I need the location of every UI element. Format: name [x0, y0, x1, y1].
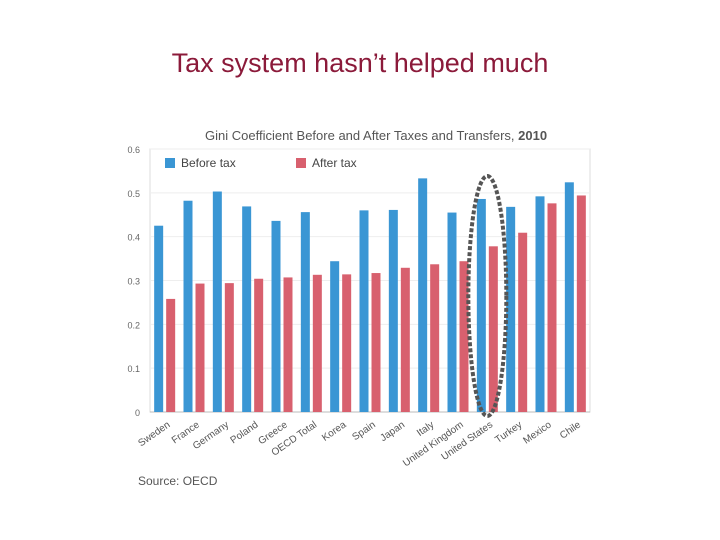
bar-after-tax: [518, 232, 528, 412]
chart-source: Source: OECD: [138, 474, 218, 488]
bar-after-tax: [195, 283, 205, 412]
bar-before-tax: [154, 225, 164, 412]
chart-title-year: 2010: [518, 128, 547, 143]
y-tick-label: 0.6: [127, 145, 140, 155]
x-tick-label: Chile: [558, 419, 583, 441]
bar-after-tax: [166, 298, 176, 412]
x-tick-label: Italy: [415, 419, 436, 439]
y-tick-label: 0.4: [127, 233, 140, 243]
highlight-oval: [466, 174, 509, 418]
y-tick-label: 0.5: [127, 189, 140, 199]
bar-after-tax: [488, 246, 498, 412]
legend-label-after: After tax: [312, 156, 357, 170]
bar-before-tax: [359, 210, 369, 412]
bar-before-tax: [271, 220, 281, 412]
bar-after-tax: [371, 273, 381, 412]
bar-after-tax: [576, 195, 586, 412]
bar-after-tax: [400, 267, 410, 412]
bar-after-tax: [283, 277, 293, 412]
bar-before-tax: [300, 212, 310, 412]
bar-before-tax: [476, 198, 486, 412]
legend-label-before: Before tax: [181, 156, 236, 170]
y-tick-label: 0.1: [127, 364, 140, 374]
bar-before-tax: [535, 196, 545, 412]
slide-title: Tax system hasn’t helped much: [171, 48, 549, 78]
legend-swatch-after: [296, 158, 306, 168]
chart-title-main: Gini Coefficient Before and After Taxes …: [205, 128, 515, 143]
x-tick-label: Korea: [320, 419, 349, 444]
bar-before-tax: [388, 209, 398, 412]
bar-after-tax: [430, 264, 440, 412]
bar-before-tax: [183, 200, 193, 412]
x-tick-label: Japan: [378, 419, 407, 444]
bar-before-tax: [242, 206, 252, 412]
bar-before-tax: [418, 178, 428, 412]
bar-before-tax: [212, 191, 222, 412]
x-tick-label: Sweden: [136, 419, 172, 449]
bar-after-tax: [312, 274, 322, 412]
bar-before-tax: [506, 206, 516, 412]
bar-before-tax: [447, 212, 457, 412]
legend-swatch-before: [165, 158, 175, 168]
x-tick-label: Mexico: [521, 419, 554, 446]
bar-after-tax: [547, 203, 557, 412]
bar-after-tax: [342, 274, 352, 412]
x-tick-label: Turkey: [493, 419, 524, 445]
x-tick-label: United States: [440, 419, 495, 462]
chart-title: Gini Coefficient Before and After Taxes …: [205, 128, 547, 143]
bar-before-tax: [330, 261, 340, 412]
y-tick-label: 0: [135, 408, 140, 418]
y-tick-label: 0.2: [127, 320, 140, 330]
y-tick-label: 0.3: [127, 277, 140, 287]
bar-after-tax: [254, 278, 264, 412]
bar-after-tax: [459, 261, 469, 412]
bar-after-tax: [224, 283, 234, 412]
x-tick-label: Spain: [350, 419, 377, 443]
bar-before-tax: [564, 182, 574, 412]
x-tick-label: Poland: [229, 419, 261, 446]
